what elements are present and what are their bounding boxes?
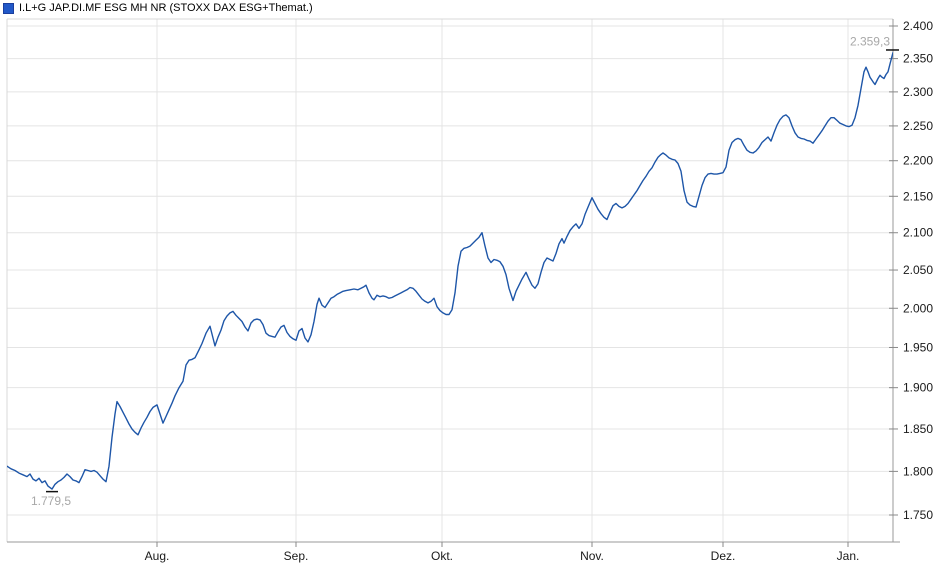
y-tick-label: 2.100 <box>903 226 933 240</box>
x-tick-label: Nov. <box>580 549 604 563</box>
y-tick-label: 2.400 <box>903 19 933 33</box>
series-color-swatch-icon <box>3 2 14 14</box>
plot-area[interactable] <box>7 19 893 542</box>
x-tick-label: Sep. <box>284 549 309 563</box>
y-tick-label: 2.300 <box>903 85 933 99</box>
y-tick-label: 1.950 <box>903 340 933 354</box>
x-axis-labels: Aug. Sep. Okt. Nov. Dez. Jan. <box>145 542 860 563</box>
y-tick-label: 1.900 <box>903 381 933 395</box>
chart-title: I.L+G JAP.DI.MF ESG MH NR (STOXX DAX ESG… <box>19 2 313 14</box>
y-tick-label: 2.200 <box>903 154 933 168</box>
vertical-gridlines <box>156 19 849 542</box>
x-tick-label: Aug. <box>145 549 170 563</box>
y-tick-label: 2.050 <box>903 263 933 277</box>
horizontal-gridlines <box>7 25 893 516</box>
y-tick-label: 1.750 <box>903 508 933 522</box>
y-tick-label: 1.800 <box>903 464 933 478</box>
chart-legend: I.L+G JAP.DI.MF ESG MH NR (STOXX DAX ESG… <box>3 2 313 14</box>
price-line <box>7 51 893 490</box>
y-tick-label: 1.850 <box>903 422 933 436</box>
high-value-label: 2.359,3 <box>850 34 890 48</box>
x-tick-label: Dez. <box>711 549 736 563</box>
low-value-label: 1.779,5 <box>31 494 71 508</box>
y-tick-label: 2.000 <box>903 301 933 315</box>
x-tick-label: Jan. <box>837 549 860 563</box>
y-axis-labels: 2.400 2.350 2.300 2.250 2.200 2.150 2.100 2.050… <box>889 19 933 522</box>
y-tick-label: 2.350 <box>903 52 933 66</box>
y-tick-label: 2.150 <box>903 189 933 203</box>
x-tick-label: Okt. <box>431 549 453 563</box>
y-tick-label: 2.250 <box>903 119 933 133</box>
